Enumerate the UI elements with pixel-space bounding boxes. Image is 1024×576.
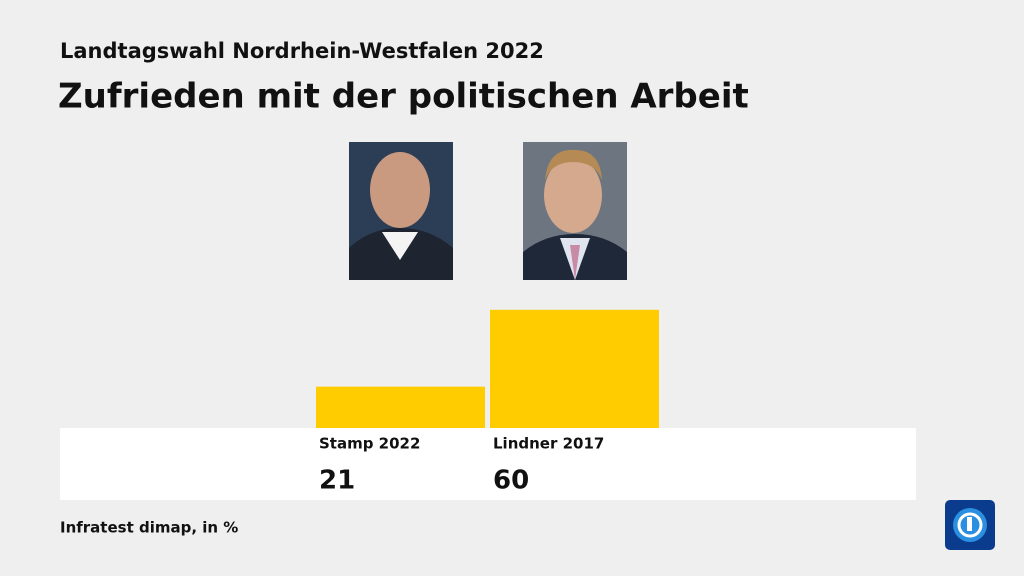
bar [316, 386, 485, 428]
logo [945, 500, 995, 550]
category-label: Lindner 2017 [493, 435, 604, 453]
photo [349, 142, 453, 280]
chart-subtitle: Landtagswahl Nordrhein-Westfalen 2022 [60, 39, 544, 63]
source-note: Infratest dimap, in % [60, 519, 238, 537]
chart-title: Zufrieden mit der politischen Arbeit [58, 77, 749, 117]
value-label: 21 [319, 466, 355, 496]
photo [523, 142, 627, 280]
value-label: 60 [493, 466, 529, 496]
bar [490, 309, 659, 428]
label-band [60, 428, 916, 500]
category-label: Stamp 2022 [319, 435, 420, 453]
